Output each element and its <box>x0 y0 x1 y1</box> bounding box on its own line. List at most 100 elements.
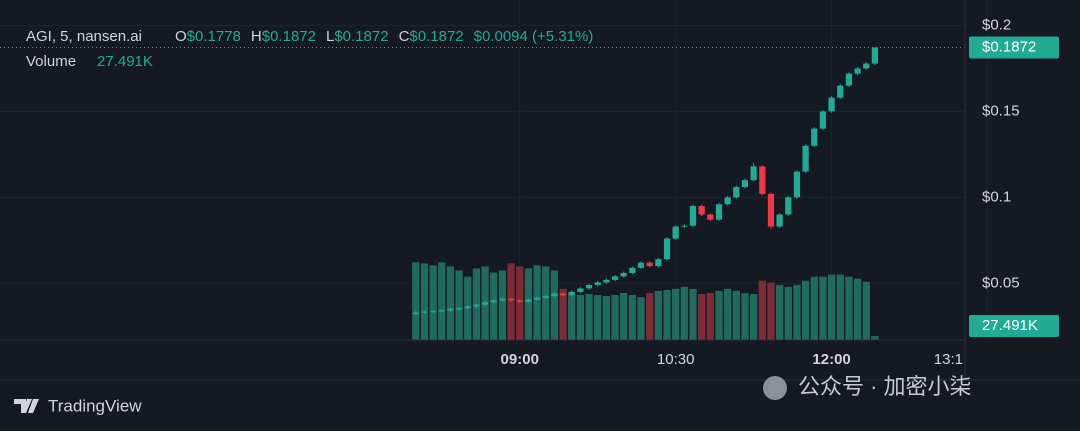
candle-body <box>793 171 801 198</box>
volume-bar <box>819 276 827 340</box>
candle-body <box>672 226 679 239</box>
volume-bar <box>646 292 654 340</box>
candle-body <box>481 302 489 305</box>
volume-bar <box>628 295 636 340</box>
volume-bar <box>853 278 862 340</box>
volume-tag-label: 27.491K <box>982 317 1038 334</box>
volume-bar <box>524 268 533 340</box>
candle-body <box>455 308 463 310</box>
volume-bar <box>706 292 714 340</box>
candle-body <box>741 180 749 188</box>
volume-bar <box>827 274 836 340</box>
logo <box>14 399 39 413</box>
candle-body <box>646 262 653 267</box>
volume-bar <box>862 281 870 340</box>
candle-body <box>759 166 766 194</box>
volume-bar <box>568 294 576 340</box>
volume-bar <box>672 288 680 340</box>
volume-bar <box>429 265 437 340</box>
candle-body <box>594 282 601 285</box>
candle-body <box>603 279 610 283</box>
candle-body <box>819 111 827 129</box>
legend-field-label: H <box>251 28 262 45</box>
candle-body <box>542 296 549 298</box>
candle-body <box>863 63 870 69</box>
candle-body <box>837 85 844 98</box>
candle-body <box>421 311 428 313</box>
volume-bar <box>715 290 723 340</box>
volume-bar <box>550 270 559 340</box>
legend-field-label: O <box>175 28 187 45</box>
candle-body <box>698 205 705 215</box>
volume-bar <box>836 274 844 340</box>
candle-body <box>507 298 515 301</box>
volume-bar <box>767 282 775 340</box>
volume-bar <box>741 292 749 340</box>
volume-bar <box>654 290 662 340</box>
candle-body <box>412 312 419 314</box>
candle-body <box>499 298 506 301</box>
x-tick-label: 10:30 <box>657 351 695 368</box>
volume-bar <box>559 288 567 340</box>
volume-bar <box>412 262 420 340</box>
candle-body <box>568 291 575 296</box>
volume-value: 27.491K <box>97 53 153 70</box>
x-tick-label: 09:00 <box>501 351 539 368</box>
candle-body <box>559 293 567 296</box>
volume-bar <box>698 294 706 340</box>
volume-bar <box>533 265 541 340</box>
candle-body <box>750 166 757 181</box>
watermark: 公众号 · 加密小柒 <box>798 374 972 399</box>
candle-body <box>767 193 775 227</box>
candle-body <box>629 267 636 273</box>
volume-bar <box>810 276 818 340</box>
candle-body <box>681 225 688 227</box>
volume-bar <box>845 276 853 340</box>
candle-body <box>577 288 584 292</box>
candle-body <box>845 73 853 86</box>
candle-body <box>525 299 532 302</box>
volume-bar <box>775 284 784 340</box>
volume-bar <box>438 262 446 340</box>
volume-bar <box>620 292 628 340</box>
candle-body <box>473 304 480 307</box>
candle-body <box>811 128 818 146</box>
legend-field-label: C <box>399 28 410 45</box>
candle-body <box>828 97 835 112</box>
volume-bar <box>594 295 602 340</box>
candle-body <box>447 309 454 311</box>
legend: AGI, 5, nansen.ai Volume 27.491K O $0.177… <box>26 28 593 70</box>
y-tick-label: $0.05 <box>982 274 1020 291</box>
volume-bar <box>732 290 740 340</box>
volume-bar <box>446 266 455 340</box>
volume-bar <box>611 295 619 340</box>
candle-body <box>802 145 809 172</box>
candle-body <box>438 310 445 312</box>
legend-change: $0.0094 (+5.31%) <box>474 28 594 45</box>
volume-bar <box>871 335 879 340</box>
candle-body <box>464 306 471 309</box>
candle-body <box>776 214 783 227</box>
candle-body <box>585 285 593 289</box>
y-tick-label: $0.2 <box>982 16 1011 33</box>
candle-body <box>637 262 645 268</box>
candle-body <box>533 297 541 300</box>
candle-body <box>785 197 792 215</box>
legend-field-value: $0.1778 <box>187 28 241 45</box>
candle-body <box>689 205 697 226</box>
volume-tag <box>969 315 1059 337</box>
candle-body <box>854 68 861 74</box>
volume-bar <box>680 286 688 340</box>
volume-bar <box>585 294 593 340</box>
y-tick-label: $0.15 <box>982 102 1020 119</box>
legend-field-value: $0.1872 <box>334 28 388 45</box>
candle-body <box>715 204 723 220</box>
y-tick-label: $0.1 <box>982 188 1011 205</box>
candle-body <box>516 300 523 302</box>
symbol: AGI, 5, nansen.ai <box>26 28 142 45</box>
candle-body <box>871 47 879 64</box>
volume-bar <box>576 295 585 340</box>
candle-body <box>551 293 558 297</box>
